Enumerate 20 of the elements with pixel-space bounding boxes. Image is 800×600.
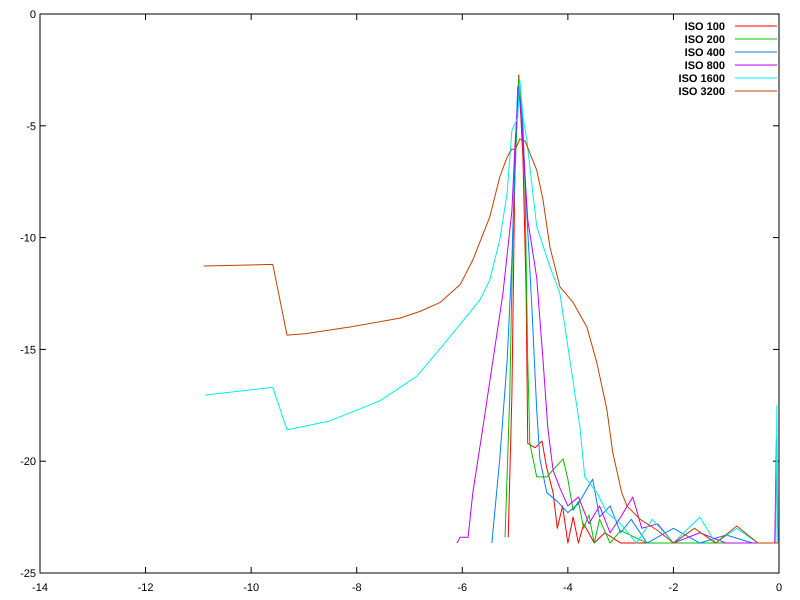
legend-label: ISO 1600 <box>678 73 725 85</box>
x-tick-label: -2 <box>668 582 678 594</box>
legend-label: ISO 400 <box>684 47 725 59</box>
x-tick-label: -12 <box>138 582 154 594</box>
legend-label: ISO 3200 <box>678 86 725 98</box>
y-tick-label: -10 <box>20 232 36 245</box>
legend-label: ISO 100 <box>684 21 725 33</box>
x-tick-label: -14 <box>32 582 48 594</box>
y-tick-label: 0 <box>30 9 36 21</box>
x-tick-label: 0 <box>776 582 782 594</box>
y-tick-label: -5 <box>26 120 36 133</box>
legend-label: ISO 200 <box>684 34 725 46</box>
y-tick-label: -25 <box>20 568 36 580</box>
x-tick-label: -4 <box>562 582 573 594</box>
x-tick-label: -6 <box>457 582 468 594</box>
legend-label: ISO 800 <box>684 60 725 72</box>
y-tick-label: -15 <box>20 344 36 356</box>
x-tick-label: -8 <box>352 582 362 594</box>
y-tick-label: -20 <box>20 456 36 468</box>
x-tick-label: -10 <box>243 582 260 594</box>
